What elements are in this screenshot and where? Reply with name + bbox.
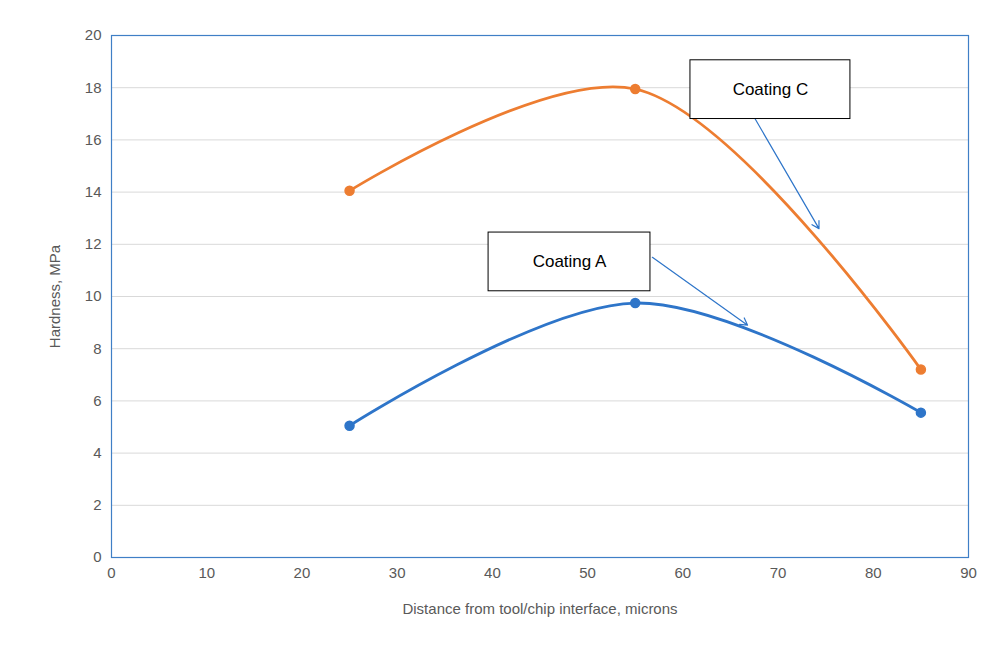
svg-text:0: 0 bbox=[107, 564, 115, 581]
svg-text:6: 6 bbox=[93, 392, 101, 409]
svg-text:20: 20 bbox=[294, 564, 311, 581]
svg-text:40: 40 bbox=[484, 564, 501, 581]
svg-text:80: 80 bbox=[865, 564, 882, 581]
svg-text:60: 60 bbox=[674, 564, 691, 581]
svg-text:14: 14 bbox=[85, 183, 102, 200]
svg-text:Hardness, MPa: Hardness, MPa bbox=[46, 244, 63, 348]
svg-text:Coating A: Coating A bbox=[533, 252, 607, 271]
svg-text:8: 8 bbox=[93, 340, 101, 357]
svg-text:90: 90 bbox=[960, 564, 977, 581]
svg-text:2: 2 bbox=[93, 496, 101, 513]
svg-text:20: 20 bbox=[85, 26, 102, 43]
svg-text:30: 30 bbox=[389, 564, 406, 581]
svg-text:50: 50 bbox=[579, 564, 596, 581]
svg-text:12: 12 bbox=[85, 235, 102, 252]
svg-text:Distance from tool/chip interf: Distance from tool/chip interface, micro… bbox=[402, 600, 677, 617]
svg-text:18: 18 bbox=[85, 79, 102, 96]
svg-text:10: 10 bbox=[85, 287, 102, 304]
svg-text:10: 10 bbox=[198, 564, 215, 581]
svg-text:70: 70 bbox=[770, 564, 787, 581]
svg-text:0: 0 bbox=[93, 548, 101, 565]
svg-text:16: 16 bbox=[85, 131, 102, 148]
svg-text:Coating C: Coating C bbox=[733, 80, 809, 99]
svg-text:4: 4 bbox=[93, 444, 101, 461]
